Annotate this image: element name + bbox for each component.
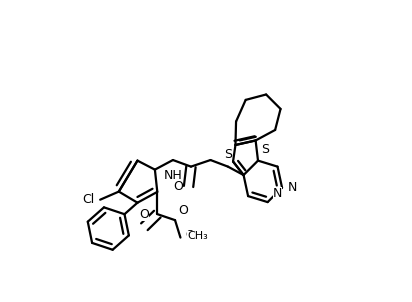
Text: Cl: Cl (82, 193, 94, 206)
Text: O: O (186, 230, 194, 240)
Text: N: N (288, 181, 297, 194)
Text: CH₃: CH₃ (187, 231, 208, 241)
Text: S: S (261, 143, 269, 156)
Text: O: O (173, 180, 183, 193)
Text: N: N (273, 187, 282, 200)
Text: S: S (224, 148, 232, 161)
Text: O: O (178, 204, 188, 217)
Text: NH: NH (164, 169, 182, 182)
Text: O: O (139, 208, 149, 221)
